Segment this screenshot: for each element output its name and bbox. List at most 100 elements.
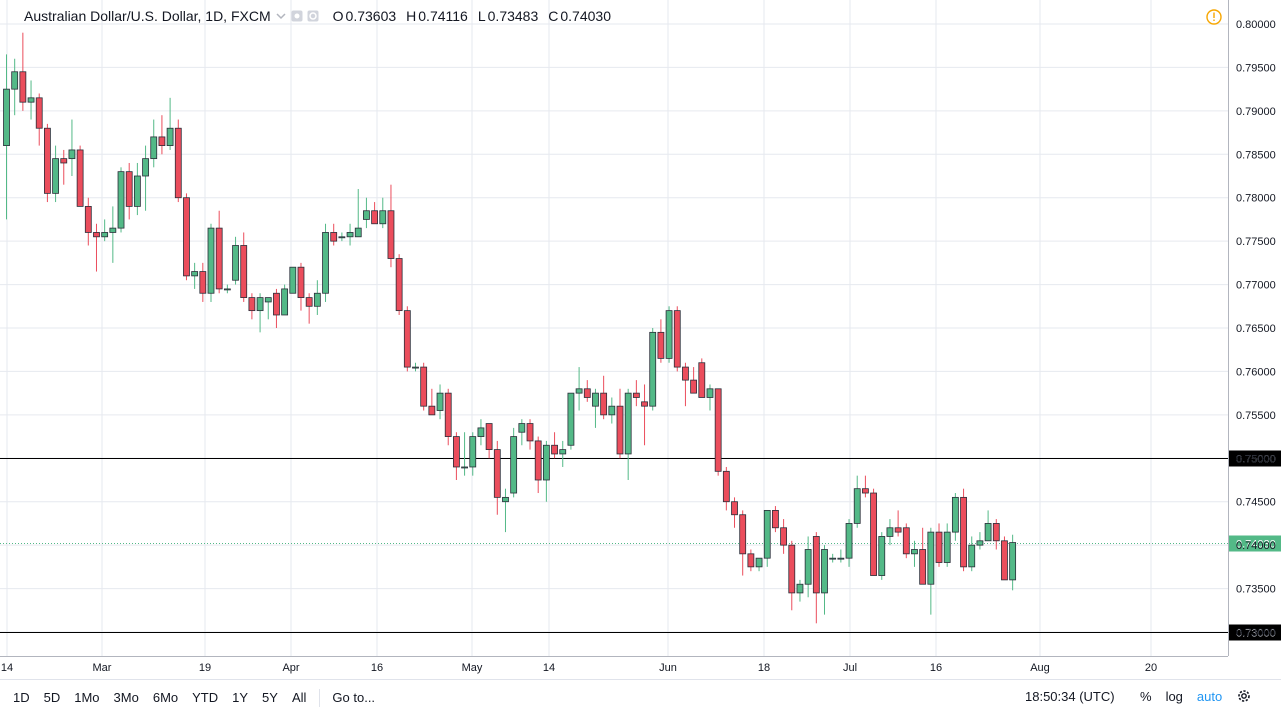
candle[interactable] bbox=[76, 145, 84, 207]
candle[interactable] bbox=[44, 123, 51, 203]
candle[interactable] bbox=[289, 266, 297, 294]
candle[interactable] bbox=[559, 440, 567, 467]
percent-scale-toggle[interactable]: % bbox=[1140, 689, 1152, 704]
candle[interactable] bbox=[755, 557, 763, 572]
candle[interactable] bbox=[649, 328, 657, 411]
candle[interactable] bbox=[788, 540, 796, 611]
candle[interactable] bbox=[992, 519, 1000, 550]
candle[interactable] bbox=[3, 54, 10, 220]
candle[interactable] bbox=[346, 223, 354, 246]
candle[interactable] bbox=[232, 236, 239, 285]
candle[interactable] bbox=[379, 197, 387, 229]
candle[interactable] bbox=[878, 532, 886, 580]
candle[interactable] bbox=[796, 579, 804, 602]
candle[interactable] bbox=[240, 232, 248, 302]
candle[interactable] bbox=[575, 367, 583, 411]
timeframe-6mo[interactable]: 6Mo bbox=[152, 690, 179, 705]
candle[interactable] bbox=[976, 532, 984, 550]
candle[interactable] bbox=[19, 32, 27, 111]
auto-scale-toggle[interactable]: auto bbox=[1196, 689, 1223, 704]
candle[interactable] bbox=[371, 202, 379, 225]
candle[interactable] bbox=[125, 162, 133, 220]
candle[interactable] bbox=[657, 319, 665, 363]
candle[interactable] bbox=[731, 497, 738, 528]
candle[interactable] bbox=[960, 488, 967, 572]
candle[interactable] bbox=[174, 119, 182, 203]
candle[interactable] bbox=[264, 297, 272, 320]
candle[interactable] bbox=[11, 58, 19, 116]
candle[interactable] bbox=[330, 223, 338, 246]
candle[interactable] bbox=[747, 549, 755, 572]
settings-icon[interactable] bbox=[307, 10, 319, 22]
candle[interactable] bbox=[526, 419, 534, 450]
candle[interactable] bbox=[477, 419, 485, 446]
alert-icon[interactable] bbox=[1206, 9, 1222, 25]
candle[interactable] bbox=[722, 466, 730, 511]
candle[interactable] bbox=[166, 97, 174, 150]
candle[interactable] bbox=[902, 523, 910, 559]
candle[interactable] bbox=[837, 549, 845, 563]
candle[interactable] bbox=[133, 162, 141, 216]
goto-button[interactable]: Go to... bbox=[332, 690, 376, 705]
chevron-down-icon[interactable] bbox=[275, 10, 287, 22]
candle[interactable] bbox=[150, 119, 158, 168]
candle[interactable] bbox=[223, 284, 231, 294]
candle[interactable] bbox=[1009, 534, 1017, 591]
timeframe-1mo[interactable]: 1Mo bbox=[74, 690, 100, 705]
candle[interactable] bbox=[845, 519, 853, 567]
candle[interactable] bbox=[215, 210, 223, 294]
candle[interactable] bbox=[608, 397, 616, 424]
candle[interactable] bbox=[142, 145, 149, 211]
candle[interactable] bbox=[35, 93, 43, 146]
candle[interactable] bbox=[542, 440, 550, 502]
candle[interactable] bbox=[256, 293, 264, 333]
candle[interactable] bbox=[567, 392, 575, 450]
candle[interactable] bbox=[772, 506, 779, 533]
candle[interactable] bbox=[403, 306, 411, 372]
eye-icon[interactable] bbox=[291, 10, 303, 22]
candle[interactable] bbox=[600, 375, 608, 420]
candle[interactable] bbox=[199, 262, 207, 302]
candle[interactable] bbox=[305, 293, 313, 324]
timeframe-ytd[interactable]: YTD bbox=[192, 690, 219, 705]
gear-icon[interactable] bbox=[1236, 688, 1252, 704]
candle[interactable] bbox=[158, 115, 166, 155]
candle[interactable] bbox=[632, 380, 640, 407]
candle[interactable] bbox=[673, 306, 681, 372]
candle[interactable] bbox=[452, 432, 460, 480]
candle[interactable] bbox=[109, 206, 117, 263]
candle[interactable] bbox=[493, 440, 501, 515]
candle[interactable] bbox=[502, 488, 509, 533]
candle[interactable] bbox=[395, 254, 403, 315]
candle[interactable] bbox=[919, 527, 927, 585]
candle[interactable] bbox=[698, 358, 706, 398]
timeframe-1d[interactable]: 1D bbox=[13, 690, 30, 705]
candle[interactable] bbox=[52, 145, 59, 203]
candle[interactable] bbox=[927, 527, 935, 615]
candle[interactable] bbox=[624, 388, 632, 480]
candle[interactable] bbox=[592, 388, 599, 428]
candle[interactable] bbox=[84, 197, 92, 246]
candle[interactable] bbox=[338, 232, 346, 242]
candle[interactable] bbox=[363, 197, 370, 229]
timeframe-5y[interactable]: 5Y bbox=[262, 690, 278, 705]
candle[interactable] bbox=[117, 167, 125, 233]
candle[interactable] bbox=[583, 380, 591, 402]
candle[interactable] bbox=[665, 306, 673, 363]
candle[interactable] bbox=[354, 189, 362, 238]
candle[interactable] bbox=[763, 509, 771, 567]
candle[interactable] bbox=[935, 523, 943, 567]
candle[interactable] bbox=[93, 223, 100, 272]
candle[interactable] bbox=[551, 432, 558, 459]
candle[interactable] bbox=[322, 223, 329, 302]
log-scale-toggle[interactable]: log bbox=[1165, 689, 1183, 704]
candle[interactable] bbox=[518, 419, 526, 446]
candle[interactable] bbox=[248, 293, 256, 320]
candle[interactable] bbox=[60, 149, 68, 185]
candle[interactable] bbox=[444, 388, 452, 446]
candle[interactable] bbox=[101, 219, 109, 242]
candle[interactable] bbox=[461, 432, 468, 476]
candle[interactable] bbox=[191, 262, 199, 289]
candle[interactable] bbox=[207, 223, 215, 302]
